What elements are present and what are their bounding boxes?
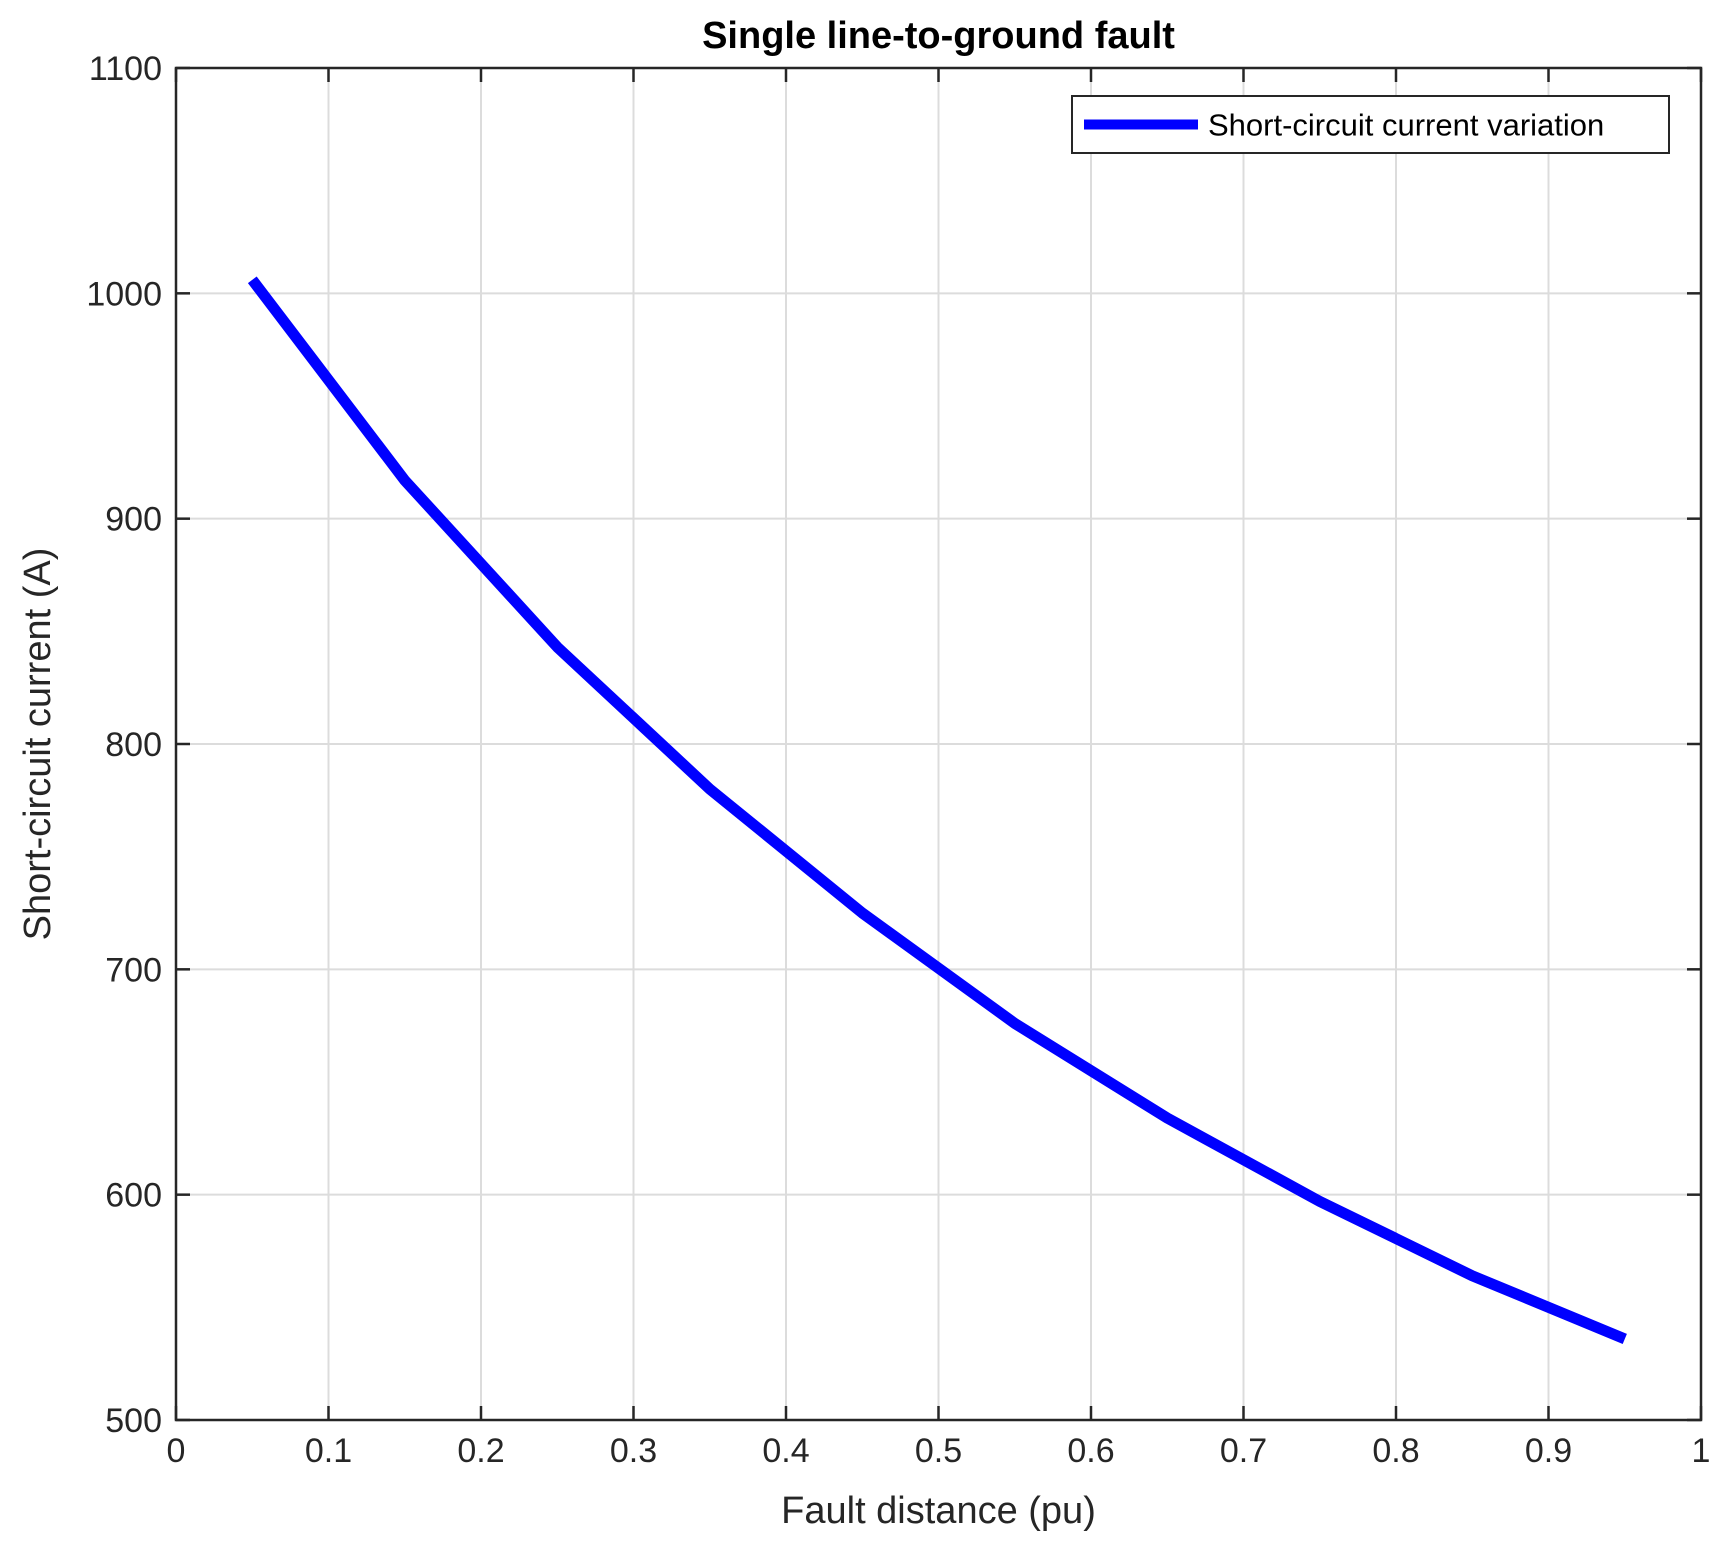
- x-tick-label: 0.6: [1067, 1432, 1114, 1470]
- y-tick-label: 800: [105, 726, 162, 764]
- chart-title: Single line-to-ground fault: [702, 15, 1175, 57]
- x-tick-label: 1: [1692, 1432, 1711, 1470]
- x-tick-label: 0.8: [1372, 1432, 1419, 1470]
- y-tick-label: 700: [105, 951, 162, 989]
- x-tick-label: 0.7: [1220, 1432, 1267, 1470]
- x-tick-label: 0.4: [762, 1432, 809, 1470]
- legend-label: Short-circuit current variation: [1208, 108, 1604, 143]
- x-tick-label: 0: [167, 1432, 186, 1470]
- tick-labels: 0 0.1 0.2 0.3 0.4 0.5 0.6 0.7 0.8 0.9 1 500 600 700 80…: [86, 50, 1710, 1470]
- x-tick-label: 0.5: [915, 1432, 962, 1470]
- y-tick-label: 1000: [86, 275, 162, 313]
- y-tick-label: 900: [105, 501, 162, 539]
- axes-box: [174, 66, 1703, 1422]
- y-axis-label: Short-circuit current (A): [17, 548, 59, 941]
- x-axis-label: Fault distance (pu): [781, 1490, 1096, 1532]
- x-tick-label: 0.3: [610, 1432, 657, 1470]
- y-tick-label: 600: [105, 1177, 162, 1215]
- legend: Short-circuit current variation: [1071, 95, 1670, 154]
- y-tick-label: 500: [105, 1402, 162, 1440]
- series-line: [247, 276, 1627, 1344]
- x-tick-label: 0.9: [1525, 1432, 1572, 1470]
- y-tick-label: 1100: [89, 50, 162, 88]
- x-tick-label: 0.2: [457, 1432, 504, 1470]
- x-tick-label: 0.1: [305, 1432, 352, 1470]
- series-layer: [247, 276, 1627, 1344]
